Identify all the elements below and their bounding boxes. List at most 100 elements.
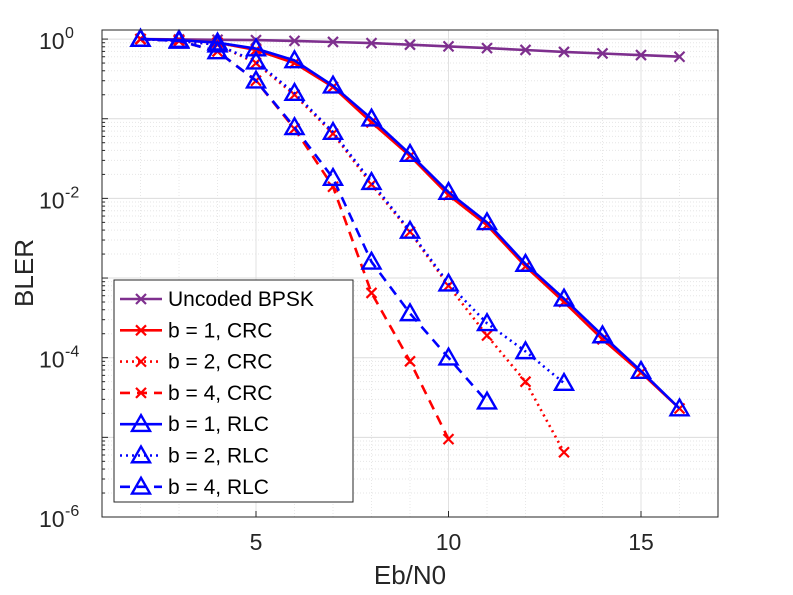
data-point bbox=[135, 324, 147, 337]
legend-label: b = 1, RLC bbox=[168, 413, 269, 436]
data-point bbox=[288, 35, 301, 47]
data-point bbox=[475, 390, 499, 410]
data-point bbox=[442, 40, 455, 53]
data-point bbox=[591, 324, 614, 344]
series-layer bbox=[129, 27, 691, 459]
legend-label: Uncoded BPSK bbox=[168, 288, 314, 311]
data-point bbox=[519, 44, 532, 56]
y-tick-label: 10 -6 bbox=[39, 503, 79, 532]
data-point bbox=[481, 329, 493, 342]
data-point bbox=[129, 444, 153, 464]
y-tick-label: 10 0 bbox=[39, 25, 74, 54]
data-point bbox=[442, 433, 455, 445]
legend-label: b = 4, RLC bbox=[168, 476, 269, 499]
legend-box bbox=[113, 279, 354, 503]
y-tick-base: 10 bbox=[39, 187, 65, 213]
data-point bbox=[437, 346, 460, 366]
data-point bbox=[437, 272, 460, 292]
legend-entries: Uncoded BPSK b = 1, CRC b = 2, CRC b = 4, C… bbox=[120, 288, 314, 499]
data-point bbox=[321, 74, 345, 94]
y-tick-exponent: 0 bbox=[65, 25, 74, 42]
legend-entry: Uncoded BPSK bbox=[120, 288, 314, 311]
data-point bbox=[129, 475, 153, 495]
data-point bbox=[668, 397, 691, 417]
data-point bbox=[398, 219, 422, 239]
data-point bbox=[398, 142, 422, 163]
legend-label: b = 1, CRC bbox=[168, 319, 272, 342]
y-tick-label: 10 -4 bbox=[39, 344, 79, 373]
legend-entry: b = 2, RLC bbox=[120, 444, 269, 468]
data-point bbox=[475, 311, 499, 332]
data-point bbox=[244, 50, 268, 70]
y-tick-base: 10 bbox=[39, 347, 65, 373]
axis-ticks bbox=[102, 38, 642, 518]
data-point bbox=[475, 210, 499, 231]
data-point bbox=[244, 37, 268, 57]
data-point bbox=[321, 120, 345, 141]
data-point bbox=[244, 69, 268, 89]
data-point bbox=[519, 375, 532, 388]
data-point bbox=[514, 339, 537, 360]
data-point bbox=[596, 47, 609, 60]
y-tick-exponent: -4 bbox=[65, 344, 79, 361]
y-tick-exponent: -2 bbox=[65, 184, 79, 201]
data-point bbox=[404, 38, 416, 51]
data-point bbox=[365, 37, 378, 49]
data-point bbox=[283, 115, 306, 136]
y-tick-base: 10 bbox=[39, 28, 65, 54]
data-point bbox=[360, 107, 383, 127]
y-tick-label: 10 -2 bbox=[39, 184, 79, 213]
legend-entry: b = 4, CRC bbox=[120, 382, 272, 405]
data-point bbox=[206, 33, 229, 53]
data-point bbox=[206, 39, 229, 60]
series-line bbox=[140, 37, 488, 403]
legend-label: b = 2, CRC bbox=[168, 351, 272, 374]
y-tick-exponent: -6 bbox=[65, 503, 79, 520]
data-point bbox=[552, 371, 576, 392]
data-point bbox=[129, 27, 152, 48]
x-tick-label: 15 bbox=[628, 529, 654, 555]
data-point bbox=[321, 166, 345, 187]
legend-entry: b = 2, CRC bbox=[120, 351, 272, 374]
data-point bbox=[135, 387, 147, 399]
plot-frame bbox=[101, 29, 719, 518]
y-tick-base: 10 bbox=[39, 506, 65, 532]
data-point bbox=[167, 29, 191, 49]
data-point bbox=[129, 412, 153, 433]
legend: Uncoded BPSK b = 1, CRC b = 2, CRC b = 4, C… bbox=[113, 279, 354, 503]
data-point bbox=[635, 49, 647, 61]
series-line bbox=[140, 37, 681, 410]
data-point bbox=[283, 48, 306, 69]
x-tick-label: 10 bbox=[436, 529, 462, 555]
legend-entry: b = 4, RLC bbox=[120, 475, 269, 499]
legend-entry: b = 1, CRC bbox=[120, 319, 272, 342]
series-4 bbox=[129, 27, 691, 417]
data-point bbox=[404, 355, 416, 368]
data-point bbox=[327, 36, 339, 48]
x-tick-label: 5 bbox=[250, 529, 263, 555]
series-6 bbox=[129, 27, 499, 410]
data-point bbox=[360, 250, 383, 270]
data-point bbox=[135, 293, 147, 305]
data-point bbox=[398, 301, 422, 322]
data-point bbox=[360, 170, 383, 191]
legend-label: b = 4, CRC bbox=[168, 382, 272, 405]
data-point bbox=[283, 81, 306, 102]
data-point bbox=[514, 252, 537, 272]
series-5 bbox=[129, 27, 576, 392]
x-axis-title: Eb/N0 bbox=[374, 560, 446, 590]
data-point bbox=[558, 46, 570, 58]
data-point bbox=[135, 355, 147, 368]
data-point bbox=[552, 287, 576, 307]
y-axis-title: BLER bbox=[9, 239, 39, 307]
legend-entry: b = 1, RLC bbox=[120, 412, 269, 436]
x-tick-labels: 5 10 15 bbox=[250, 529, 654, 555]
data-point bbox=[481, 42, 493, 54]
data-point bbox=[365, 287, 378, 299]
data-point bbox=[437, 180, 460, 201]
legend-label: b = 2, RLC bbox=[168, 445, 269, 468]
data-point bbox=[629, 359, 653, 379]
data-point bbox=[673, 50, 686, 63]
